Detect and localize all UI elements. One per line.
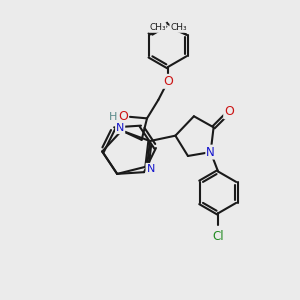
Text: N: N [206,146,215,159]
Text: O: O [118,110,128,123]
Text: H: H [109,112,117,122]
Text: O: O [163,75,173,88]
Text: Cl: Cl [212,230,224,243]
Text: O: O [224,105,234,118]
Text: CH₃: CH₃ [149,23,166,32]
Text: N: N [116,123,124,133]
Text: N: N [146,164,155,174]
Text: CH₃: CH₃ [170,23,187,32]
